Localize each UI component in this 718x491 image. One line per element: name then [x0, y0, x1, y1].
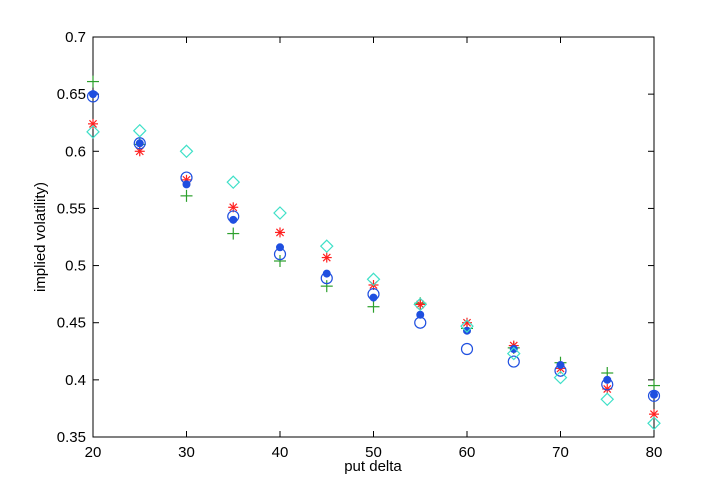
data-point-diamond — [600, 392, 615, 407]
data-point-circle-filled — [229, 215, 238, 224]
data-point-diamond — [273, 206, 287, 220]
data-point-diamond — [226, 175, 241, 189]
y-tick-label: 0.6 — [65, 143, 86, 160]
x-axis: 20 30 40 50 60 70 80 — [85, 37, 663, 461]
data-point-diamond — [647, 416, 661, 431]
data-point-circle-filled — [135, 139, 144, 148]
data-point-plus — [367, 300, 380, 313]
data-point-plus — [274, 255, 286, 267]
x-axis-title: put delta — [344, 458, 402, 475]
x-tick-label: 50 — [365, 444, 382, 461]
data-point-circle-filled — [182, 180, 191, 189]
data-point-circle-filled — [89, 90, 98, 99]
y-tick-label: 0.5 — [65, 258, 86, 275]
data-point-circle-filled — [275, 243, 284, 252]
data-point-circle-open — [460, 342, 474, 356]
data-point-diamond — [413, 297, 428, 312]
data-point-diamond — [366, 272, 381, 287]
data-points — [86, 75, 661, 431]
data-point-asterisk — [88, 118, 98, 129]
data-point-diamond — [86, 125, 100, 139]
data-point-plus — [227, 227, 240, 240]
plot-area-frame — [92, 36, 655, 438]
data-point-plus — [320, 280, 333, 293]
data-point-circle-filled — [462, 326, 471, 335]
x-tick-label: 30 — [178, 444, 195, 461]
data-point-diamond — [319, 239, 334, 253]
data-point-circle-filled — [416, 310, 425, 319]
data-point-asterisk — [462, 317, 472, 328]
data-point-circle-open — [647, 389, 661, 402]
data-point-asterisk — [275, 227, 285, 238]
y-tick-label: 0.55 — [57, 200, 86, 217]
y-axis: 0.35 0.4 0.45 0.5 0.55 0.6 0.65 0.7 — [57, 29, 654, 446]
data-point-plus — [87, 75, 99, 88]
data-point-circle-filled — [322, 269, 331, 278]
data-point-plus — [648, 379, 660, 392]
data-point-diamond — [179, 144, 194, 159]
data-point-diamond — [506, 346, 521, 361]
data-point-circle-filled — [369, 293, 378, 302]
data-point-circle-filled — [603, 375, 612, 384]
y-tick-label: 0.45 — [57, 315, 86, 332]
y-axis-title: implied volatility) — [32, 182, 49, 292]
data-point-diamond — [132, 123, 147, 138]
x-tick-label: 40 — [272, 444, 289, 461]
data-point-asterisk — [321, 252, 332, 263]
x-tick-label: 20 — [85, 444, 102, 461]
data-point-circle-open — [507, 355, 520, 368]
data-point-diamond — [553, 370, 568, 385]
data-point-circle-filled — [509, 344, 518, 353]
data-point-diamond — [460, 319, 474, 333]
data-point-asterisk — [415, 299, 426, 310]
data-point-circle-filled — [650, 390, 659, 399]
data-point-plus — [180, 189, 193, 202]
data-point-circle-open — [133, 137, 146, 150]
y-tick-label: 0.35 — [57, 429, 86, 446]
y-tick-label: 0.7 — [65, 29, 86, 46]
y-tick-label: 0.65 — [57, 86, 86, 103]
y-tick-label: 0.4 — [65, 372, 86, 389]
x-tick-label: 60 — [459, 444, 476, 461]
x-tick-label: 80 — [646, 444, 663, 461]
data-point-circle-filled — [556, 360, 565, 369]
x-tick-label: 70 — [552, 444, 569, 461]
